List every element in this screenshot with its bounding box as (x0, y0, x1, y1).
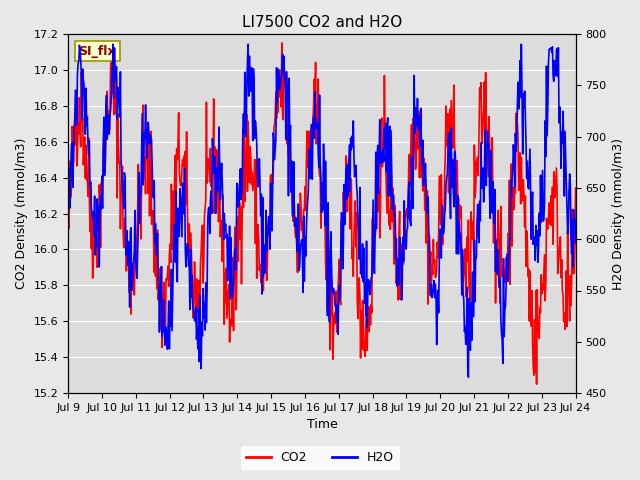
Line: H2O: H2O (68, 44, 575, 377)
Legend: CO2, H2O: CO2, H2O (241, 446, 399, 469)
CO2 (532, 381, 540, 387)
Line: CO2: CO2 (68, 43, 575, 384)
CO2 (374, 202, 382, 208)
Title: LI7500 CO2 and H2O: LI7500 CO2 and H2O (242, 15, 402, 30)
H2O (125, 239, 132, 244)
H2O (64, 239, 72, 245)
Text: SI_flx: SI_flx (78, 45, 116, 58)
H2O (465, 374, 472, 380)
Y-axis label: H2O Density (mmol/m3): H2O Density (mmol/m3) (612, 138, 625, 289)
H2O (572, 240, 579, 246)
CO2 (64, 219, 72, 225)
CO2 (262, 242, 269, 248)
H2O (109, 41, 117, 47)
CO2 (403, 205, 411, 211)
Y-axis label: CO2 Density (mmol/m3): CO2 Density (mmol/m3) (15, 138, 28, 289)
X-axis label: Time: Time (307, 419, 337, 432)
H2O (262, 207, 270, 213)
CO2 (572, 185, 579, 191)
CO2 (278, 40, 285, 46)
H2O (374, 190, 382, 196)
CO2 (243, 149, 250, 155)
H2O (403, 227, 411, 233)
CO2 (124, 262, 132, 267)
H2O (243, 84, 251, 90)
H2O (218, 160, 225, 166)
CO2 (217, 217, 225, 223)
